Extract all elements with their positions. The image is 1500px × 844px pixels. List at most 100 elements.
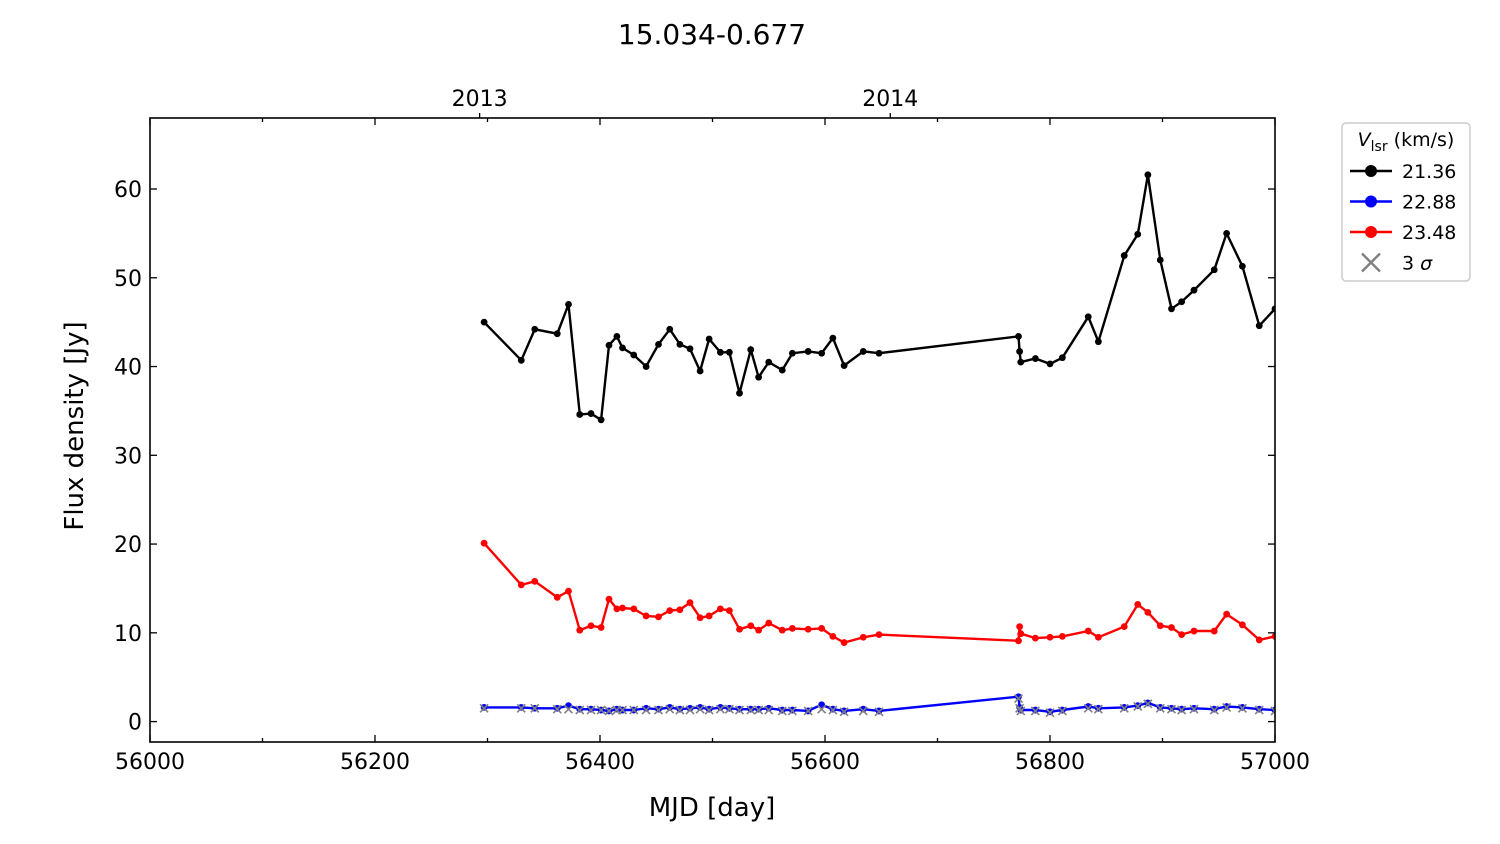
data-point-21.36	[619, 344, 626, 352]
x-tick-label: 56400	[565, 750, 635, 775]
sigma-marker	[1166, 704, 1177, 714]
sigma-marker	[1119, 703, 1129, 713]
data-point-23.48	[1238, 621, 1246, 629]
sigma-marker	[1143, 699, 1153, 709]
legend-entry: 22.88	[1350, 192, 1456, 214]
legend-title: Vlsr (km/s)	[1358, 129, 1455, 155]
data-point-23.48	[1178, 631, 1186, 638]
data-point-21.36	[778, 366, 786, 374]
y-tick-label: 50	[114, 267, 142, 292]
sigma-marker	[641, 705, 651, 715]
data-point-21.36	[1238, 262, 1246, 270]
legend-label: 21.36	[1402, 161, 1456, 183]
legend-label: 22.88	[1402, 192, 1456, 214]
data-point-21.36	[1255, 322, 1263, 330]
y-axis-label: Flux density [Jy]	[60, 321, 90, 530]
sigma-marker	[1237, 703, 1247, 713]
legend-entry: 23.48	[1350, 222, 1456, 244]
series-line-21.36	[483, 174, 1275, 422]
sigma-marker	[530, 703, 540, 713]
sigma-marker	[552, 704, 562, 714]
data-point-23.48	[725, 607, 733, 615]
data-point-23.48	[553, 593, 561, 601]
sigma-marker	[704, 705, 714, 715]
sigma-marker	[1189, 704, 1199, 714]
data-point-23.48	[1016, 623, 1024, 631]
data-point-21.36	[804, 348, 812, 355]
data-point-21.36	[1017, 358, 1025, 366]
data-point-21.36	[716, 348, 724, 356]
legend-entry: 21.36	[1350, 161, 1456, 183]
data-point-23.48	[1156, 622, 1164, 630]
sigma-marker	[1270, 706, 1275, 716]
data-point-23.48	[1144, 609, 1152, 616]
data-point-23.48	[859, 633, 867, 641]
sigma-marker	[596, 705, 606, 715]
plot-series-group	[479, 171, 1275, 718]
data-point-23.48	[686, 599, 694, 607]
y-tick-label: 40	[114, 356, 142, 381]
data-point-23.48	[619, 604, 626, 612]
y-tick-label: 10	[114, 622, 142, 647]
data-point-23.48	[1094, 633, 1102, 641]
data-point-23.48	[517, 581, 525, 589]
sigma-marker	[1133, 701, 1143, 712]
sigma-marker	[734, 705, 745, 715]
sigma-marker	[1015, 703, 1025, 713]
sigma-marker	[685, 705, 695, 715]
sigma-marker	[1254, 705, 1264, 715]
data-point-23.48	[587, 622, 595, 630]
data-point-21.36	[630, 351, 638, 359]
data-point-23.48	[696, 614, 704, 622]
sigma-marker	[839, 707, 849, 717]
data-point-21.36	[1134, 230, 1142, 238]
data-point-23.48	[642, 612, 650, 620]
data-point-23.48	[666, 607, 674, 615]
data-point-21.36	[1084, 313, 1092, 321]
data-point-23.48	[1190, 627, 1198, 635]
data-point-23.48	[1015, 637, 1022, 645]
data-point-23.48	[1084, 627, 1092, 635]
data-point-21.36	[613, 332, 621, 340]
data-point-23.48	[788, 624, 796, 632]
sigma-marker	[858, 706, 868, 716]
data-point-23.48	[655, 613, 662, 621]
plot-frame	[149, 117, 1276, 743]
data-point-23.48	[875, 631, 883, 638]
legend-label: 3 σ	[1402, 253, 1433, 275]
sigma-marker	[516, 703, 526, 713]
sigma-marker	[1013, 693, 1024, 704]
legend-label: 23.48	[1402, 222, 1456, 244]
legend-box	[1341, 122, 1471, 282]
sigma-marker	[715, 704, 725, 714]
series-21.36	[480, 171, 1275, 424]
data-point-23.48	[1134, 601, 1142, 608]
sigma-marker	[575, 705, 585, 715]
legend-marker	[1365, 195, 1377, 208]
data-point-23.48	[1271, 632, 1275, 640]
data-point-22.88	[765, 704, 773, 712]
data-point-21.36	[788, 349, 796, 357]
data-point-22.88	[859, 705, 867, 713]
data-point-22.88	[1015, 693, 1022, 701]
sigma-marker	[1177, 705, 1187, 715]
data-point-21.36	[565, 301, 572, 308]
data-point-21.36	[1120, 252, 1128, 259]
data-point-23.48	[1168, 624, 1175, 631]
data-point-22.88	[642, 704, 650, 712]
data-point-21.36	[1031, 355, 1039, 362]
data-point-23.48	[778, 626, 786, 634]
data-point-21.36	[755, 373, 763, 381]
data-point-21.36	[1015, 332, 1022, 340]
data-point-21.36	[818, 349, 826, 357]
data-point-23.48	[597, 624, 605, 631]
data-point-21.36	[1210, 266, 1218, 274]
data-point-23.48	[1223, 610, 1231, 618]
sigma-marker	[586, 705, 596, 715]
data-point-21.36	[1168, 305, 1175, 313]
axes: 56000 56200 56400 56600 56800 57000 2013 2014 0 1…	[114, 87, 1310, 775]
data-point-23.48	[736, 625, 743, 633]
legend-marker	[1365, 165, 1377, 177]
sigma-marker	[1030, 706, 1040, 716]
data-point-23.48	[705, 612, 713, 620]
